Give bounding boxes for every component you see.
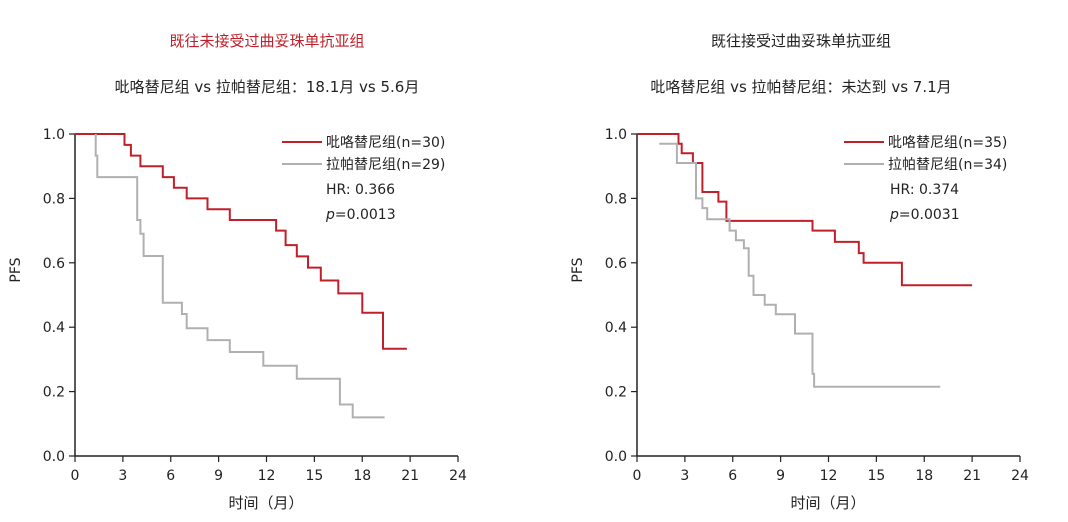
km-plot-right: 0.0 0.2 0.4 0.6 0.8 1.0 0 3 6 9 12 15 18 21 24 PFS 时间… [570, 127, 1029, 512]
axes [636, 134, 1020, 457]
chart-title: 既往未接受过曲妥珠单抗亚组 [169, 32, 365, 50]
y-tick-label: 0.8 [605, 191, 627, 207]
chart-panel-left: 既往未接受过曲妥珠单抗亚组 吡咯替尼组 vs 拉帕替尼组：18.1月 vs 5.… [8, 32, 467, 512]
y-tick-label: 0.6 [605, 256, 627, 272]
y-tick-label: 0.2 [605, 385, 627, 401]
chart-panel-right: 既往接受过曲妥珠单抗亚组 吡咯替尼组 vs 拉帕替尼组：未达到 vs 7.1月 … [534, 0, 1068, 522]
y-tick-label: 0.8 [43, 191, 65, 207]
series-group [75, 133, 407, 419]
y-tick-label: 0.0 [605, 449, 627, 465]
x-ticks: 0 3 6 9 12 15 18 21 24 [633, 456, 1029, 484]
y-tick-label: 0.0 [43, 449, 65, 465]
p-value-annotation: p=0.0031 [889, 207, 960, 223]
axes [74, 134, 458, 457]
x-tick-label: 18 [353, 468, 371, 484]
legend-label-series-2: 拉帕替尼组(n=29) [326, 157, 445, 173]
chart-title: 既往接受过曲妥珠单抗亚组 [710, 32, 891, 50]
x-tick-label: 0 [71, 468, 80, 484]
x-tick-label: 0 [633, 468, 642, 484]
x-tick-label: 12 [258, 468, 276, 484]
x-tick-label: 18 [915, 468, 933, 484]
x-tick-label: 21 [963, 468, 981, 484]
series-line-1 [75, 133, 407, 350]
y-tick-label: 0.2 [43, 385, 65, 401]
chart-subtitle: 吡咯替尼组 vs 拉帕替尼组：18.1月 vs 5.6月 [114, 78, 420, 96]
x-tick-label: 24 [1011, 468, 1029, 484]
x-tick-label: 9 [214, 468, 223, 484]
series-line-2 [659, 142, 941, 388]
x-tick-label: 3 [680, 468, 689, 484]
x-ticks: 0 3 6 9 12 15 18 21 24 [71, 456, 467, 484]
legend: 吡咯替尼组(n=30) 拉帕替尼组(n=29) HR: 0.366 p=0.00… [282, 135, 445, 223]
legend-label-series-1: 吡咯替尼组(n=30) [326, 135, 445, 151]
km-plot-left: 0.0 0.2 0.4 0.6 0.8 1.0 0 3 6 9 12 15 18 21 24 PFS 时间… [8, 127, 467, 512]
y-tick-label: 0.4 [43, 320, 65, 336]
hr-annotation: HR: 0.374 [890, 182, 959, 198]
y-ticks: 0.0 0.2 0.4 0.6 0.8 1.0 [43, 127, 75, 465]
chart-subtitle: 吡咯替尼组 vs 拉帕替尼组：未达到 vs 7.1月 [650, 78, 952, 96]
y-axis-label: PFS [8, 257, 24, 282]
series-line-1 [637, 133, 973, 287]
y-tick-label: 0.4 [605, 320, 627, 336]
x-tick-label: 21 [401, 468, 419, 484]
series-group [637, 133, 973, 388]
x-axis-label: 时间（月） [790, 494, 865, 512]
y-tick-label: 1.0 [43, 127, 65, 143]
y-axis-label: PFS [570, 257, 586, 282]
x-tick-label: 9 [776, 468, 785, 484]
legend: 吡咯替尼组(n=35) 拉帕替尼组(n=34) HR: 0.374 p=0.00… [844, 135, 1007, 223]
legend-label-series-1: 吡咯替尼组(n=35) [888, 135, 1007, 151]
x-tick-label: 6 [728, 468, 737, 484]
x-tick-label: 6 [166, 468, 175, 484]
x-axis-label: 时间（月） [228, 494, 303, 512]
series-line-2 [94, 134, 385, 419]
x-tick-label: 15 [305, 468, 323, 484]
x-tick-label: 12 [820, 468, 838, 484]
y-tick-label: 0.6 [43, 256, 65, 272]
x-tick-label: 3 [118, 468, 127, 484]
x-tick-label: 15 [867, 468, 885, 484]
hr-annotation: HR: 0.366 [326, 182, 395, 198]
x-tick-label: 24 [449, 468, 467, 484]
y-tick-label: 1.0 [605, 127, 627, 143]
y-ticks: 0.0 0.2 0.4 0.6 0.8 1.0 [605, 127, 637, 465]
legend-label-series-2: 拉帕替尼组(n=34) [888, 157, 1007, 173]
p-value-annotation: p=0.0013 [325, 207, 396, 223]
